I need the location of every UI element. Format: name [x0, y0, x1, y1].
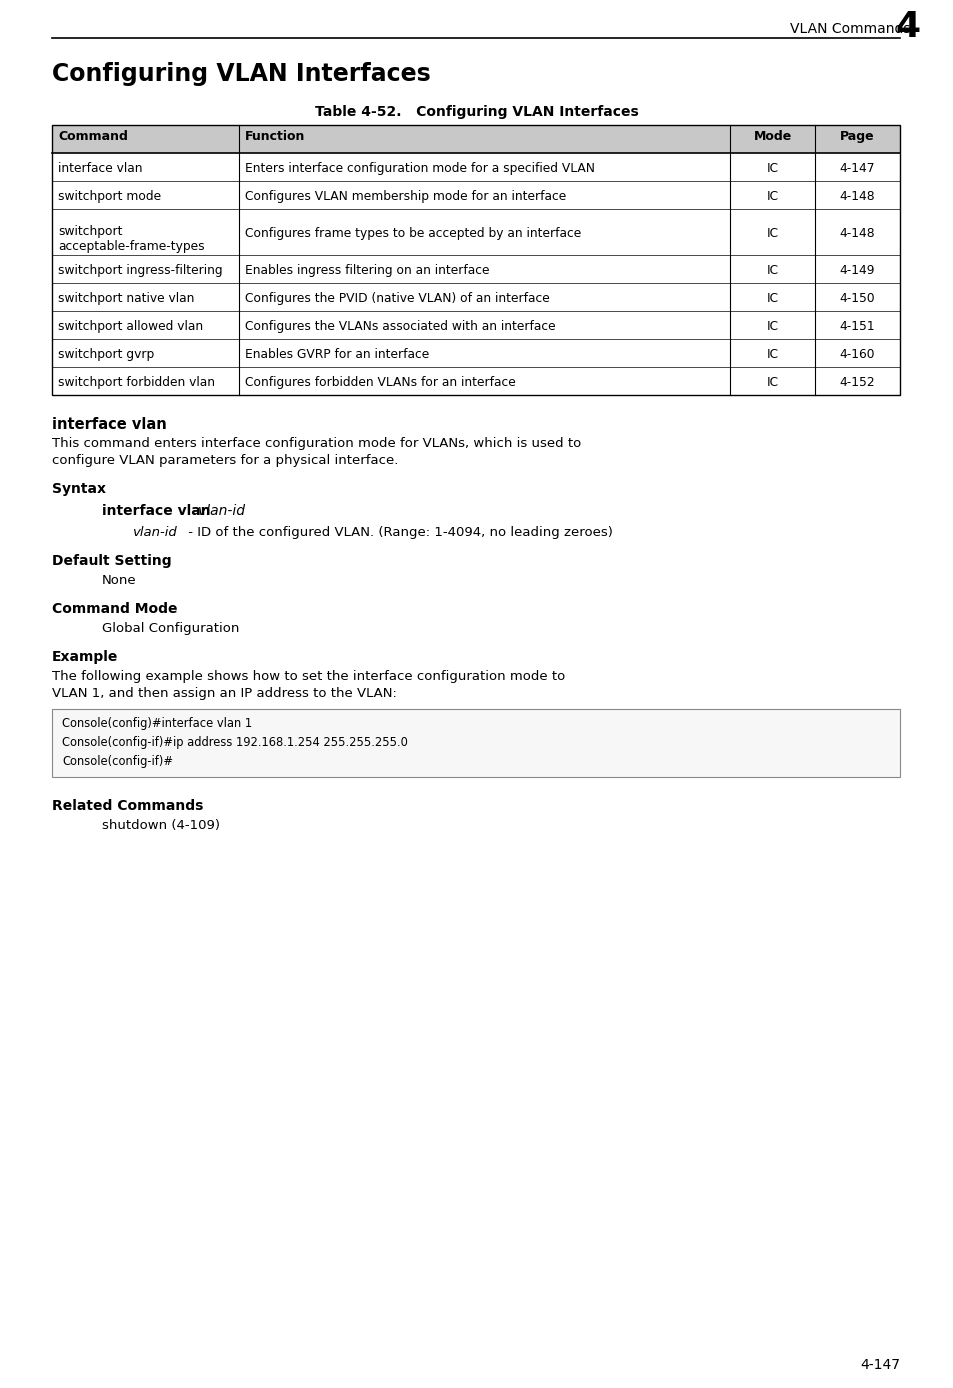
Text: This command enters interface configuration mode for VLANs, which is used to: This command enters interface configurat…: [52, 437, 580, 450]
Text: Command: Command: [58, 130, 128, 143]
Text: 4: 4: [894, 10, 919, 44]
Text: switchport native vlan: switchport native vlan: [58, 291, 194, 305]
Text: IC: IC: [766, 162, 778, 175]
Text: 4-150: 4-150: [839, 291, 875, 305]
Text: 4-148: 4-148: [839, 228, 875, 240]
Text: Console(config-if)#ip address 192.168.1.254 255.255.255.0: Console(config-if)#ip address 192.168.1.…: [62, 736, 408, 750]
Text: switchport mode: switchport mode: [58, 190, 161, 203]
Text: The following example shows how to set the interface configuration mode to: The following example shows how to set t…: [52, 670, 565, 683]
Text: Configures frame types to be accepted by an interface: Configures frame types to be accepted by…: [244, 228, 580, 240]
Text: IC: IC: [766, 321, 778, 333]
Text: Console(config)#interface vlan 1: Console(config)#interface vlan 1: [62, 718, 252, 730]
Text: Page: Page: [840, 130, 874, 143]
Text: switchport ingress-filtering: switchport ingress-filtering: [58, 264, 222, 278]
Text: 4-148: 4-148: [839, 190, 875, 203]
Text: Configures VLAN membership mode for an interface: Configures VLAN membership mode for an i…: [244, 190, 565, 203]
Text: Mode: Mode: [753, 130, 791, 143]
Text: IC: IC: [766, 291, 778, 305]
Text: interface vlan: interface vlan: [52, 416, 167, 432]
Text: Console(config-if)#: Console(config-if)#: [62, 755, 172, 768]
Text: IC: IC: [766, 376, 778, 389]
Text: Default Setting: Default Setting: [52, 554, 172, 568]
Text: shutdown (4-109): shutdown (4-109): [102, 819, 220, 831]
Text: Enables GVRP for an interface: Enables GVRP for an interface: [244, 348, 428, 361]
Text: switchport allowed vlan: switchport allowed vlan: [58, 321, 203, 333]
Text: Function: Function: [244, 130, 305, 143]
Text: Example: Example: [52, 650, 118, 663]
Text: switchport gvrp: switchport gvrp: [58, 348, 154, 361]
Text: IC: IC: [766, 190, 778, 203]
Text: Command Mode: Command Mode: [52, 602, 177, 616]
Text: IC: IC: [766, 228, 778, 240]
Text: 4-151: 4-151: [839, 321, 875, 333]
Text: vlan-id: vlan-id: [198, 504, 245, 518]
Text: interface vlan: interface vlan: [58, 162, 142, 175]
Text: Syntax: Syntax: [52, 482, 106, 496]
Bar: [52, 125, 899, 153]
Text: 4-160: 4-160: [839, 348, 875, 361]
Text: Configuring VLAN Interfaces: Configuring VLAN Interfaces: [52, 62, 431, 86]
Text: - ID of the configured VLAN. (Range: 1-4094, no leading zeroes): - ID of the configured VLAN. (Range: 1-4…: [184, 526, 612, 539]
Text: switchport forbidden vlan: switchport forbidden vlan: [58, 376, 214, 389]
Text: Related Commands: Related Commands: [52, 799, 203, 813]
Text: None: None: [102, 575, 136, 587]
Text: vlan-id: vlan-id: [132, 526, 176, 539]
Text: Global Configuration: Global Configuration: [102, 622, 239, 634]
Text: 4-152: 4-152: [839, 376, 875, 389]
Text: 4-149: 4-149: [839, 264, 875, 278]
Text: Table 4-52.   Configuring VLAN Interfaces: Table 4-52. Configuring VLAN Interfaces: [314, 105, 639, 119]
Text: interface vlan: interface vlan: [102, 504, 215, 518]
Text: configure VLAN parameters for a physical interface.: configure VLAN parameters for a physical…: [52, 454, 398, 466]
Text: IC: IC: [766, 348, 778, 361]
Text: Enables ingress filtering on an interface: Enables ingress filtering on an interfac…: [244, 264, 489, 278]
Text: switchport
acceptable-frame-types: switchport acceptable-frame-types: [58, 225, 204, 253]
Bar: [52, 125, 899, 396]
Text: VLAN Commands: VLAN Commands: [789, 22, 909, 36]
Bar: [52, 709, 899, 777]
Text: Enters interface configuration mode for a specified VLAN: Enters interface configuration mode for …: [244, 162, 594, 175]
Text: VLAN 1, and then assign an IP address to the VLAN:: VLAN 1, and then assign an IP address to…: [52, 687, 396, 700]
Text: IC: IC: [766, 264, 778, 278]
Text: 4-147: 4-147: [859, 1357, 899, 1371]
Text: 4-147: 4-147: [839, 162, 875, 175]
Text: Configures forbidden VLANs for an interface: Configures forbidden VLANs for an interf…: [244, 376, 515, 389]
Text: Configures the VLANs associated with an interface: Configures the VLANs associated with an …: [244, 321, 555, 333]
Text: Configures the PVID (native VLAN) of an interface: Configures the PVID (native VLAN) of an …: [244, 291, 549, 305]
